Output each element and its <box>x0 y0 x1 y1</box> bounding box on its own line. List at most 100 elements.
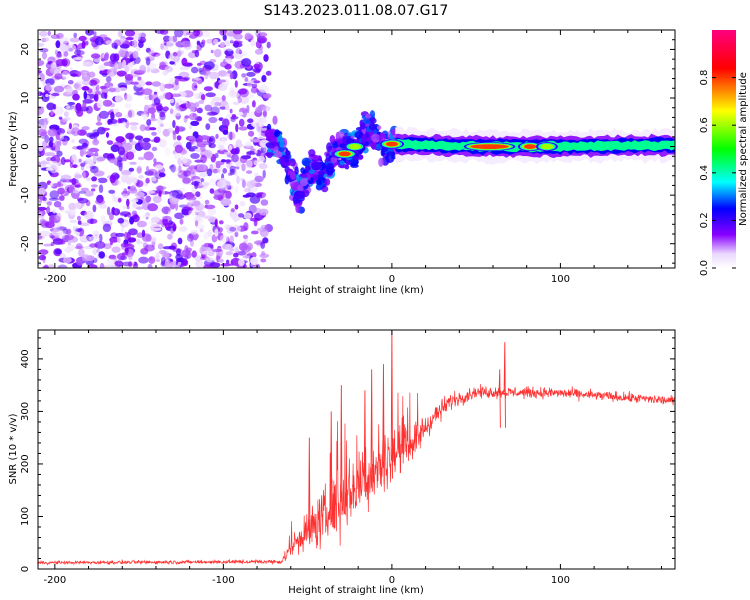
heatmap-ridge-blob <box>325 162 334 172</box>
heatmap-noise-blob <box>258 84 269 93</box>
heatmap-noise-blob <box>222 129 229 135</box>
heatmap-noise-blob <box>77 215 81 221</box>
heatmap-noise-blob <box>219 234 229 243</box>
heatmap-noise-blob <box>246 80 253 88</box>
heatmap-noise-blob <box>158 95 164 100</box>
heatmap-noise-blob <box>172 131 177 141</box>
heatmap-noise-blob <box>145 81 153 86</box>
colorbar: 0.0 0.2 0.4 0.6 0.8 Normalized spectral ampl… <box>699 30 749 276</box>
heatmap-noise-blob <box>247 118 254 123</box>
heatmap-noise-blob <box>230 208 235 213</box>
snr-x-ticks: -200 -100 0 100 <box>44 330 663 586</box>
heatmap-noise-blob <box>258 155 266 162</box>
heatmap-noise-blob <box>145 177 150 184</box>
heatmap-noise-blob <box>104 264 115 268</box>
heatmap-noise-blob <box>63 257 72 264</box>
heatmap-ridge-blob <box>330 156 338 163</box>
heatmap-noise-blob <box>138 256 149 264</box>
heatmap-noise-blob <box>139 124 146 132</box>
heatmap-noise-blob <box>225 190 232 200</box>
heatmap-x-ticks: -200 -100 0 100 <box>44 30 663 285</box>
heatmap-noise-blob <box>109 159 117 164</box>
snr-spike <box>498 369 501 428</box>
heatmap-noise-blob <box>59 37 70 44</box>
heatmap-noise-blob <box>87 88 93 94</box>
heatmap-noise-blob <box>156 185 164 194</box>
heatmap-noise-blob <box>113 39 122 47</box>
heatmap-noise-blob <box>207 230 213 237</box>
heatmap-noise-blob <box>77 220 82 225</box>
heatmap-noise-blob <box>199 172 208 178</box>
heatmap-noise-blob <box>67 241 72 246</box>
heatmap-noise-blob <box>206 168 213 177</box>
heatmap-noise-blob <box>75 102 82 111</box>
heatmap-noise-blob <box>141 229 146 238</box>
heatmap-noise-blob <box>75 183 82 188</box>
heatmap-noise-blob <box>146 168 158 176</box>
heatmap-noise-blob <box>55 212 62 221</box>
heatmap-noise-blob <box>241 73 247 78</box>
heatmap-noise-blob <box>162 215 172 223</box>
heatmap-noise-blob <box>196 62 202 66</box>
heatmap-noise-blob <box>195 224 206 230</box>
heatmap-noise-blob <box>46 206 51 215</box>
heatmap-noise-blob <box>98 184 104 193</box>
heatmap-noise-blob <box>38 106 45 115</box>
heatmap-noise-blob <box>38 124 45 129</box>
heatmap-noise-blob <box>105 40 113 45</box>
heatmap-noise-blob <box>209 262 221 268</box>
heatmap-noise-blob <box>103 61 111 67</box>
heatmap-noise-blob <box>136 232 144 238</box>
heatmap-noise-blob <box>109 240 113 246</box>
heatmap-noise-blob <box>63 159 71 163</box>
heatmap-noise-blob <box>210 100 215 107</box>
heatmap-noise-blob <box>79 222 90 227</box>
heatmap-noise-blob <box>84 190 94 197</box>
heatmap-noise-blob <box>218 144 225 151</box>
heatmap-noise-blob <box>233 252 239 258</box>
heatmap-y-tick-label: -10 <box>20 187 31 203</box>
heatmap-noise-blob <box>234 167 238 177</box>
heatmap-noise-blob <box>196 107 203 114</box>
heatmap-noise-blob <box>260 241 266 249</box>
heatmap-noise-blob <box>147 263 153 268</box>
heatmap-ridge-blob <box>300 173 308 179</box>
heatmap-ridge-blob <box>325 152 330 162</box>
heatmap-noise-blob <box>177 158 182 166</box>
heatmap-noise-blob <box>49 66 61 75</box>
heatmap-noise-blob <box>164 260 174 268</box>
heatmap-noise-blob <box>128 122 139 126</box>
heatmap-noise-blob <box>156 117 163 125</box>
heatmap-noise-blob <box>243 212 252 220</box>
snr-y-tick-label: 100 <box>20 507 31 526</box>
heatmap-noise-blob <box>159 112 166 121</box>
heatmap-noise-blob <box>230 116 239 120</box>
heatmap-noise-blob <box>172 35 178 43</box>
heatmap-noise-blob <box>142 88 153 96</box>
heatmap-noise-blob <box>106 258 115 265</box>
heatmap-noise-blob <box>60 174 72 181</box>
heatmap-noise-blob <box>225 104 230 111</box>
heatmap-noise-blob <box>222 48 234 52</box>
heatmap-noise-blob <box>167 127 174 134</box>
heatmap-noise-blob <box>154 164 163 170</box>
heatmap-noise-blob <box>91 176 97 182</box>
heatmap-noise-blob <box>85 30 94 36</box>
heatmap-noise-blob <box>194 85 198 89</box>
heatmap-noise-blob <box>81 40 86 49</box>
heatmap-y-tick-label: 10 <box>20 92 31 105</box>
heatmap-noise-blob <box>228 87 237 94</box>
heatmap-noise-blob <box>131 40 138 48</box>
heatmap-noise-blob <box>260 258 267 263</box>
heatmap-noise-blob <box>116 70 127 77</box>
heatmap-noise-blob <box>65 246 72 254</box>
heatmap-noise-blob <box>220 186 225 196</box>
heatmap-noise-blob <box>132 177 138 184</box>
heatmap-noise-blob <box>181 57 188 66</box>
heatmap-noise-blob <box>206 111 218 117</box>
heatmap-noise-blob <box>51 228 63 237</box>
heatmap-noise-blob <box>218 227 224 233</box>
heatmap-noise-blob <box>47 128 58 137</box>
heatmap-noise-blob <box>44 264 49 268</box>
heatmap-noise-blob <box>77 197 89 204</box>
